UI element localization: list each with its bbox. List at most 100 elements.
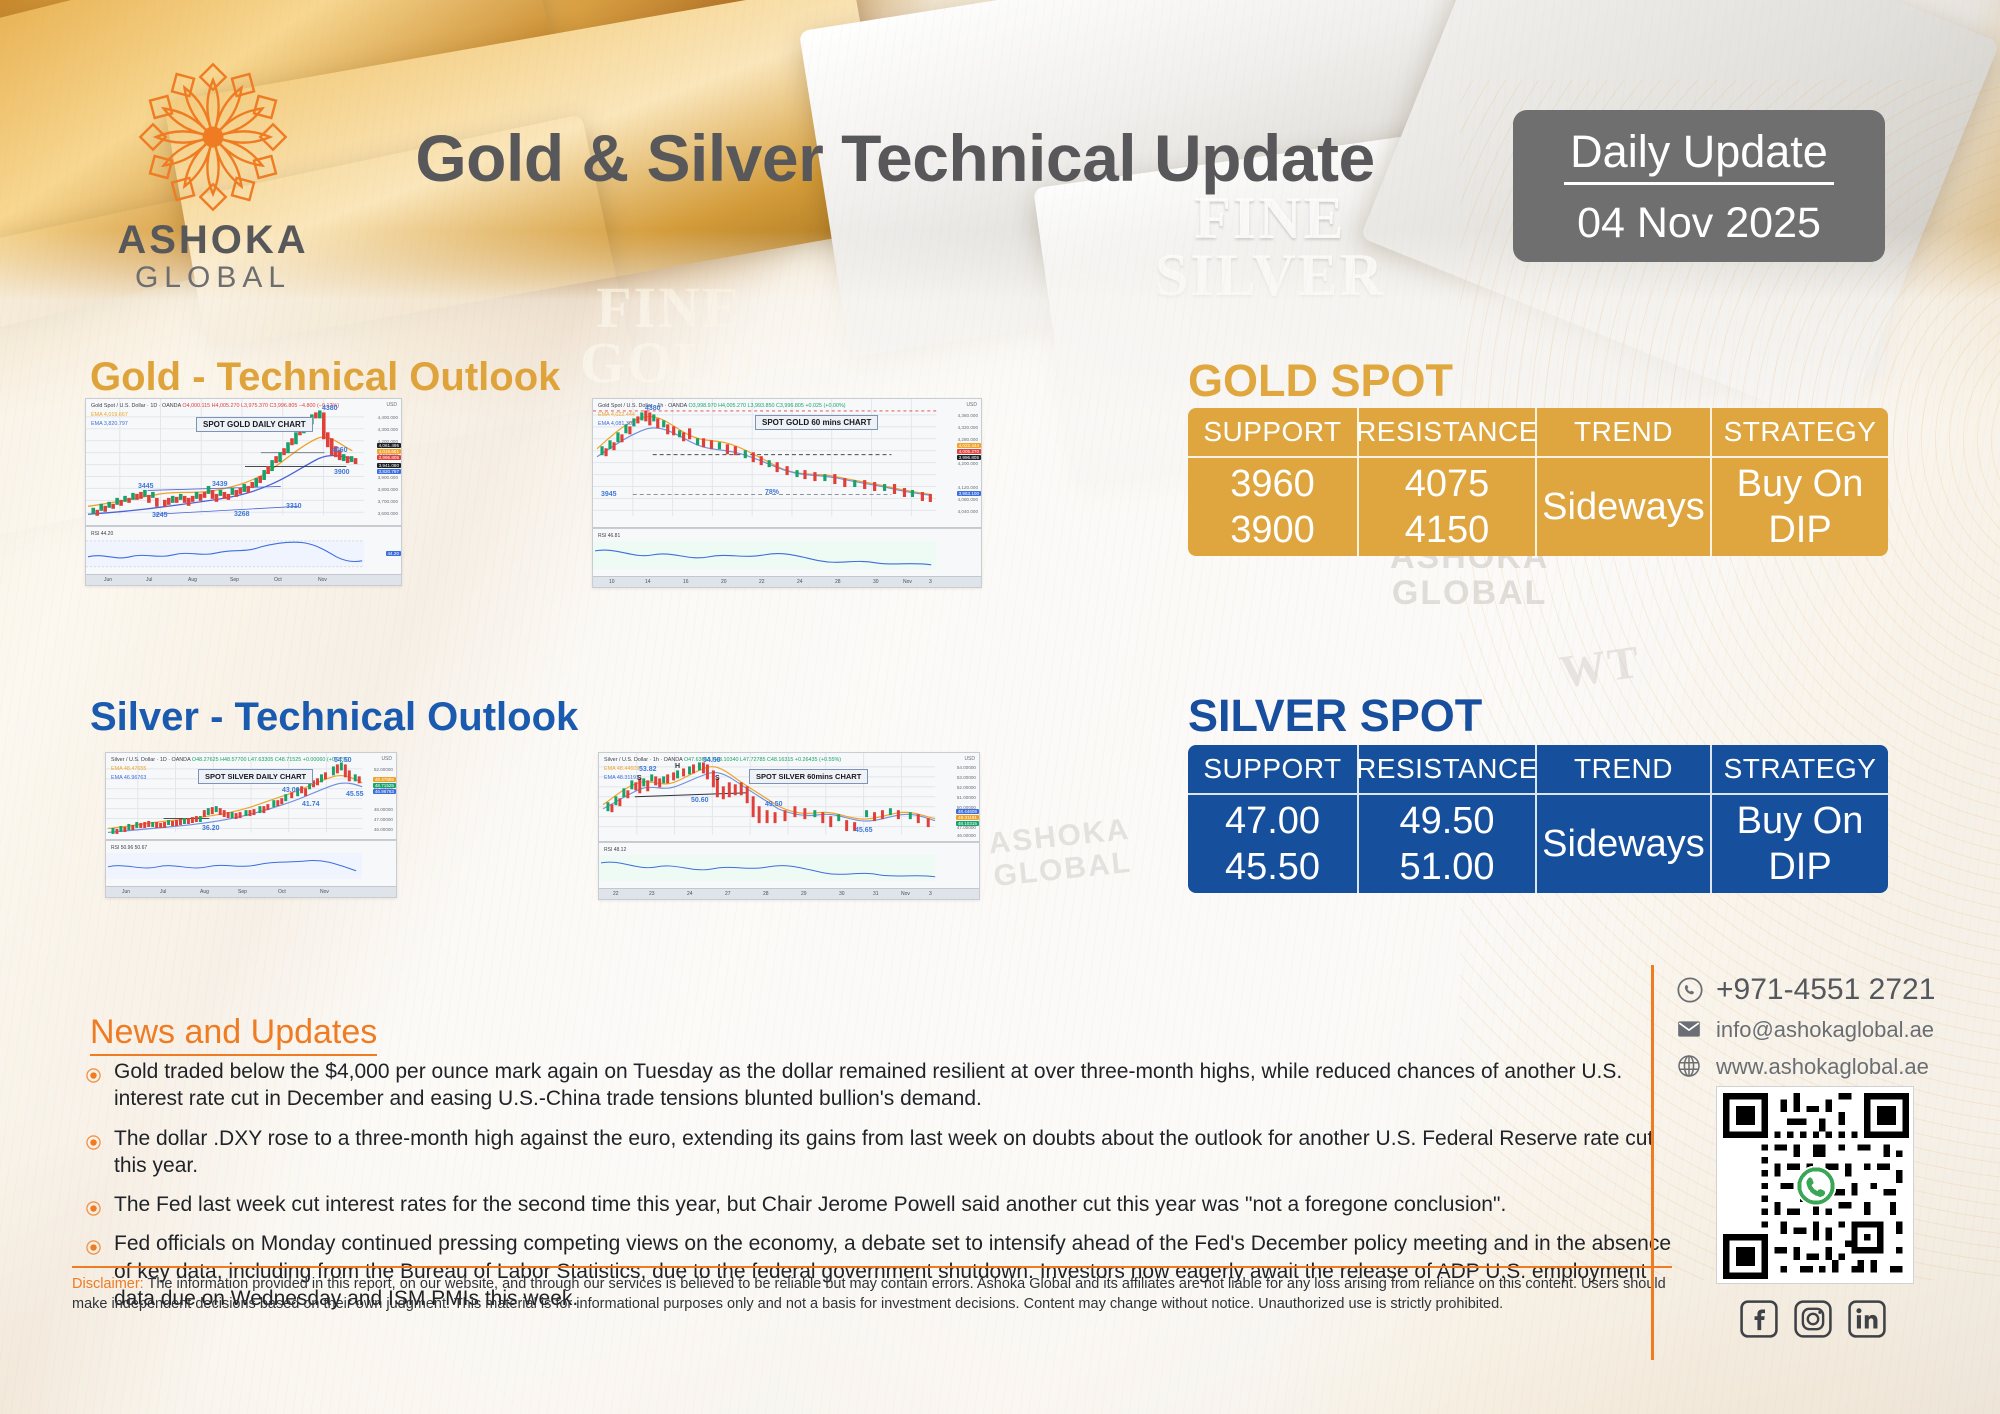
chart-annotation: 3900 <box>334 469 350 476</box>
chart-x-axis: 22 23 24 27 28 29 30 31 Nov 3 <box>599 888 979 899</box>
news-heading: News and Updates <box>90 1013 378 1056</box>
silver-daily-rsi-panel[interactable]: RSI 50.96 50.67 Jun Jul Aug Sep Oct Nov <box>105 840 397 898</box>
qr-code[interactable] <box>1716 1086 1914 1284</box>
x-tick: Nov <box>903 579 912 585</box>
disclaimer: Disclaimer: The information provided in … <box>72 1274 1672 1314</box>
gold-daily-chart[interactable]: Gold Spot / U.S. Dollar · 1D · OANDA O4,… <box>85 398 402 526</box>
y-tick: 3,600.000 <box>377 511 398 516</box>
column-header-support: SUPPORT <box>1188 745 1359 793</box>
disclaimer-label: Disclaimer: <box>72 1276 144 1292</box>
price-tag: 3,820.797 <box>376 469 401 474</box>
chart-unit: USD <box>381 756 392 762</box>
news-text: The dollar .DXY rose to a three-month hi… <box>114 1126 1654 1177</box>
company-logo: ASHOKA GLOBAL <box>98 62 328 295</box>
x-tick: 3 <box>929 891 932 897</box>
website-url: www.ashokaglobal.ae <box>1716 1054 1929 1079</box>
price-tag: 46.96763 <box>372 789 396 794</box>
news-item: The dollar .DXY rose to a three-month hi… <box>86 1125 1676 1180</box>
y-tick: 47.00000 <box>373 817 393 822</box>
gold-support-cell: 3960 3900 <box>1188 458 1359 556</box>
contact-website-row[interactable]: www.ashokaglobal.ae <box>1676 1053 1986 1081</box>
instagram-icon[interactable] <box>1794 1300 1832 1338</box>
chart-symbol: Gold Spot / U.S. Dollar · 1h · OANDA <box>598 403 687 409</box>
x-tick: Nov <box>901 891 910 897</box>
rsi-header: RSI 50.96 50.67 <box>111 845 148 851</box>
price-tag: 4,019.661 <box>376 449 401 454</box>
chart-header: Gold Spot / U.S. Dollar · 1h · OANDA O3,… <box>598 402 846 429</box>
x-tick: 29 <box>801 891 807 897</box>
column-header-resistance: RESISTANCE <box>1356 408 1537 456</box>
chart-annotation: 43.00 <box>282 787 300 794</box>
news-list: Gold traded below the $4,000 per ounce m… <box>86 1058 1676 1324</box>
facebook-icon[interactable] <box>1740 1300 1778 1338</box>
chart-ema2: EMA 46.96763 <box>111 774 147 781</box>
y-tick: 51.00000 <box>956 795 976 800</box>
chart-annotation: 3439 <box>212 481 228 488</box>
chart-ema2: EMA 4,081.301 <box>598 420 635 427</box>
x-tick: Jun <box>122 889 131 895</box>
silver-daily-chart[interactable]: Silver / U.S. Dollar · 1D · OANDA O48.27… <box>105 752 397 840</box>
contact-email-row[interactable]: info@ashokaglobal.ae <box>1676 1016 1986 1044</box>
y-tick: 50.00000 <box>956 805 976 810</box>
price-tag: 48.10315 <box>955 821 979 826</box>
rsi-header: RSI 48.12 <box>604 847 627 853</box>
chart-header: Gold Spot / U.S. Dollar · 1D · OANDA O4,… <box>91 402 339 429</box>
bullet-icon <box>86 1240 101 1256</box>
column-header-trend: TREND <box>1537 745 1712 793</box>
gold-spot-heading: GOLD SPOT <box>1188 355 1454 406</box>
chart-annotation: 3945 <box>601 491 617 498</box>
price-tag: 3,996.805 <box>376 455 401 460</box>
chart-unit: USD <box>966 402 977 408</box>
contact-phone-row[interactable]: +971-4551 2721 <box>1676 973 1986 1007</box>
y-tick: 3,800.000 <box>377 487 398 492</box>
chart-grid <box>106 753 363 834</box>
chart-annotation: 54.50 <box>703 757 721 764</box>
whatsapp-icon <box>1676 976 1704 1004</box>
x-tick: 24 <box>797 579 803 585</box>
disclaimer-divider <box>72 1266 1672 1268</box>
y-tick: 4,320.000 <box>957 425 978 430</box>
chart-pattern-head: H <box>675 763 681 770</box>
chart-unit: USD <box>964 756 975 762</box>
chart-symbol: Silver / U.S. Dollar · 1h · OANDA <box>604 757 683 763</box>
column-header-trend: TREND <box>1537 408 1712 456</box>
y-tick: 3,700.000 <box>377 499 398 504</box>
y-tick: 52.00000 <box>373 767 393 772</box>
chart-annotation: 49.50 <box>765 801 783 808</box>
table-body-row: 47.00 45.50 49.50 51.00 Sideways Buy On … <box>1188 795 1888 893</box>
rsi-grid <box>86 540 365 576</box>
silver-resistance-2: 51.00 <box>1399 846 1495 888</box>
gold-hourly-rsi-panel[interactable]: RSI 46.81 10 14 16 20 22 24 28 30 Nov 3 <box>592 528 982 588</box>
silver-hourly-rsi-panel[interactable]: RSI 48.12 22 23 24 27 28 29 30 31 Nov 3 <box>598 842 980 900</box>
chart-ema2: EMA 3,820.797 <box>91 420 128 427</box>
gold-hourly-chart[interactable]: Gold Spot / U.S. Dollar · 1h · OANDA O3,… <box>592 398 982 528</box>
qr-code-image <box>1723 1093 1909 1279</box>
x-tick: 16 <box>683 579 689 585</box>
daily-update-badge: Daily Update 04 Nov 2025 <box>1513 110 1885 262</box>
linkedin-icon[interactable] <box>1848 1300 1886 1338</box>
y-tick: 46.00000 <box>373 827 393 832</box>
price-tag: 3,963.100 <box>956 491 981 496</box>
silver-spot-heading: SILVER SPOT <box>1188 690 1483 741</box>
gold-daily-rsi-panel[interactable]: RSI 44.20 44.20 Jun Jul Aug Sep Oct Nov <box>85 526 402 586</box>
silver-strategy-cell: Buy On DIP <box>1736 799 1864 888</box>
gold-resistance-1: 4075 <box>1404 462 1490 505</box>
price-tag: 48.44609 <box>955 809 979 814</box>
chart-grid <box>599 753 936 835</box>
silver-hourly-chart[interactable]: Silver / U.S. Dollar · 1h · OANDA O47.63… <box>598 752 980 842</box>
news-text: Gold traded below the $4,000 per ounce m… <box>114 1060 1623 1111</box>
chart-ema1: EMA 48.47655 <box>111 765 147 772</box>
x-tick: 20 <box>721 579 727 585</box>
y-tick: 52.00000 <box>956 785 976 790</box>
silver-resistance-1: 49.50 <box>1399 799 1495 842</box>
silver-support-2: 45.50 <box>1224 846 1321 888</box>
x-tick: 22 <box>759 579 765 585</box>
news-item: Fed officials on Monday continued pressi… <box>86 1230 1676 1312</box>
silver-spot-table: SUPPORT RESISTANCE TREND STRATEGY 47.00 … <box>1188 745 1888 893</box>
chart-ema2: EMA 48.31191 <box>604 774 639 781</box>
silver-outlook-heading: Silver - Technical Outlook <box>90 695 579 739</box>
rsi-value-tag: 44.20 <box>385 551 401 556</box>
bullet-icon <box>86 1201 101 1216</box>
chart-annotation: 3310 <box>286 503 302 510</box>
contact-divider <box>1651 965 1654 1360</box>
